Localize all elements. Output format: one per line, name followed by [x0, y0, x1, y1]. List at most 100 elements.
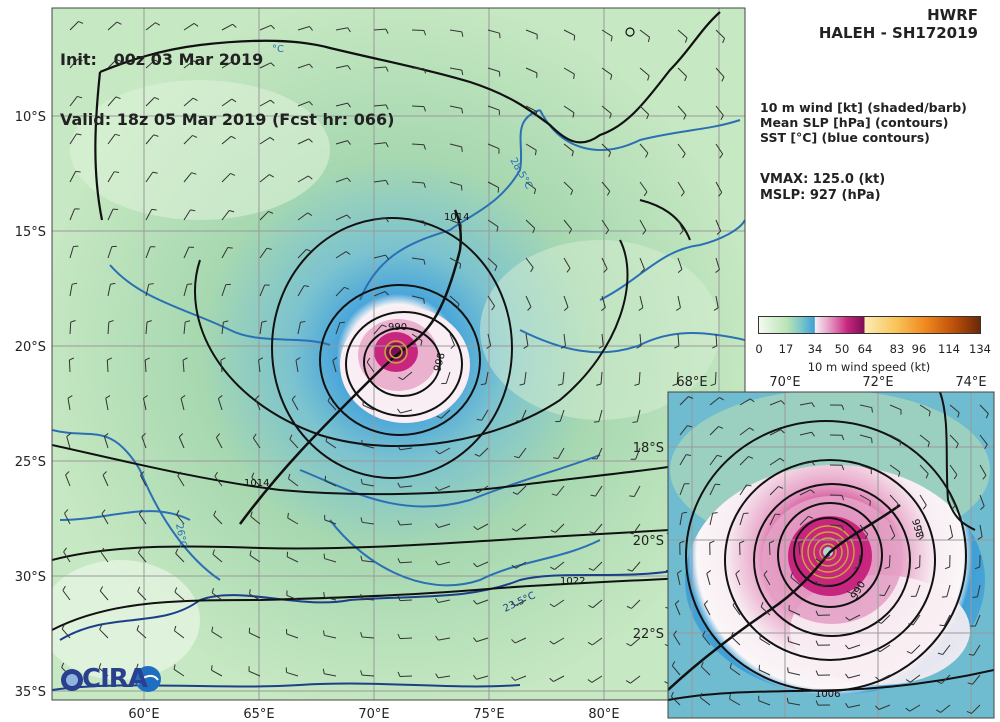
wind-barb — [373, 28, 387, 31]
wind-barb-flag — [116, 21, 122, 25]
wind-barb-flag — [249, 589, 251, 595]
wind-barb-flag — [476, 418, 482, 421]
wind-barb — [215, 437, 223, 449]
wind-barb-flag — [550, 529, 556, 533]
wind-barb-flag — [152, 171, 158, 174]
wind-barb — [449, 105, 462, 109]
wind-barb — [563, 219, 572, 230]
main-map-frame — [51, 7, 746, 701]
wind-barb-flag — [397, 408, 401, 414]
wind-barb-flag — [590, 494, 596, 497]
wind-barb-flag — [473, 600, 478, 605]
wind-barb-flag — [210, 665, 213, 671]
wind-barb-flag — [107, 357, 113, 361]
wind-barb — [145, 134, 155, 145]
wind-barb — [220, 360, 223, 373]
wind-barb-flag — [549, 603, 555, 608]
lat-label: 10°S — [15, 110, 46, 125]
colorbar-tick: 83 — [889, 342, 905, 356]
wind-barb-flag — [480, 383, 486, 386]
wind-barb — [335, 286, 345, 297]
wind-barb — [449, 29, 462, 33]
wind-barb-flag — [220, 357, 226, 361]
wind-barb — [259, 247, 268, 259]
wind-barb — [286, 671, 299, 677]
wind-barb-flag — [182, 357, 188, 361]
wind-barb-flag — [573, 35, 576, 41]
wind-barb — [525, 333, 529, 346]
wind-barb-flag — [456, 303, 460, 309]
wind-barb — [481, 409, 489, 421]
wind-barb-flag — [534, 150, 537, 156]
wind-barb-flag — [680, 191, 685, 197]
wind-barb-flag — [632, 421, 638, 423]
wind-barb — [297, 101, 310, 107]
wind-barb-flag — [360, 670, 363, 676]
wind-barb — [107, 134, 116, 145]
wind-barb-flag — [154, 97, 160, 100]
wind-barb — [639, 29, 650, 38]
wind-barb-flag — [474, 453, 480, 457]
wind-barb-flag — [270, 24, 275, 30]
wind-barb-flag — [551, 493, 557, 496]
lon-label: 60°E — [128, 707, 159, 722]
wind-barb-flag — [629, 495, 635, 498]
wind-barb — [601, 295, 606, 308]
wind-barb-flag — [114, 171, 120, 174]
wind-barb-flag — [423, 182, 426, 188]
wind-barb-flag — [193, 22, 199, 27]
wind-barb-flag — [216, 433, 221, 438]
wind-barb — [324, 519, 337, 525]
wind-barb-flag — [715, 269, 720, 273]
wind-barb — [630, 637, 641, 647]
wind-barb — [259, 62, 272, 69]
wind-barb-flag — [360, 632, 363, 638]
wind-barb — [373, 291, 386, 297]
wind-barb — [145, 246, 151, 259]
wind-barb — [677, 181, 685, 193]
wind-barb-flag — [185, 320, 191, 323]
wind-barb-flag — [67, 395, 73, 399]
wind-barb — [677, 67, 687, 77]
wind-barb — [297, 285, 305, 297]
wind-barb-flag — [385, 104, 389, 110]
wind-barb — [562, 371, 565, 384]
wind-barb-flag — [250, 511, 253, 517]
wind-barb-flag — [535, 111, 538, 117]
wind-barb-flag — [473, 674, 477, 680]
wind-barb — [638, 371, 641, 385]
wind-barb-flag — [563, 306, 569, 311]
wind-barb-flag — [461, 70, 464, 76]
wind-barb — [107, 208, 114, 221]
wind-barb-flag — [603, 268, 608, 273]
wind-barb — [515, 561, 527, 569]
wind-barb — [715, 219, 722, 232]
wind-barb — [259, 322, 263, 335]
wind-barb-flag — [530, 267, 534, 273]
wind-barb-flag — [645, 152, 649, 158]
wind-barb-flag — [61, 662, 65, 668]
wind-barb — [555, 523, 565, 533]
wind-barb-flag — [231, 61, 237, 66]
wind-barb-flag — [436, 415, 442, 419]
wind-barb — [411, 181, 425, 184]
wind-barb — [563, 29, 575, 36]
wind-barb — [69, 284, 73, 297]
wind-barb-flag — [642, 230, 647, 235]
wind-barb — [324, 596, 337, 601]
wind-barb-flag — [511, 564, 517, 569]
wind-barb — [400, 409, 413, 414]
colorbar-tick: 50 — [834, 342, 850, 356]
wind-barb-flag — [65, 471, 70, 476]
wind-barb — [297, 25, 310, 31]
wind-barb — [259, 211, 269, 221]
wind-barb — [145, 171, 154, 183]
wind-barb-flag — [176, 510, 180, 515]
wind-barb-flag — [549, 677, 554, 682]
wind-barb — [514, 675, 527, 681]
wind-barb-flag — [397, 595, 401, 601]
wind-barb — [485, 371, 489, 384]
wind-barb — [136, 629, 147, 639]
wind-barb — [98, 667, 109, 677]
wind-barb-flag — [435, 598, 439, 603]
